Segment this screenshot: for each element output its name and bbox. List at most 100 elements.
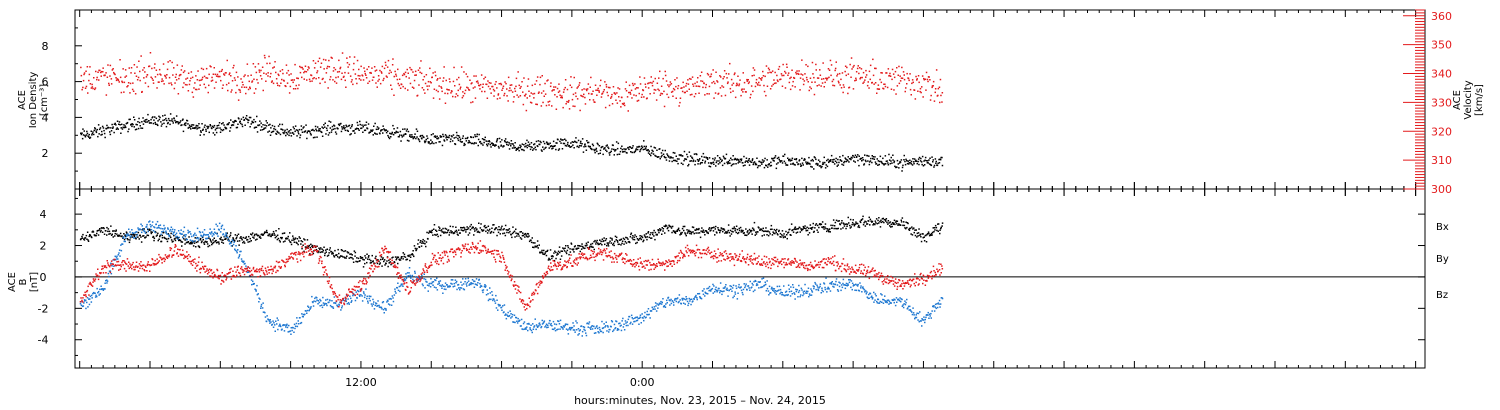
velocity-point [835, 61, 837, 63]
bx-point [611, 237, 613, 240]
velocity-point [304, 70, 306, 73]
bx-point [324, 252, 326, 255]
velocity-point [398, 78, 401, 80]
by-point [84, 300, 86, 302]
density-point [940, 156, 942, 159]
bx-point [773, 232, 775, 234]
bx-point [294, 237, 297, 239]
velocity-point [601, 92, 604, 95]
bx-point [717, 227, 719, 229]
bx-point [206, 243, 209, 245]
bx-point [799, 231, 801, 233]
bx-point [167, 237, 170, 240]
by-point [120, 244, 122, 246]
bx-point [592, 246, 594, 248]
density-point [652, 153, 655, 155]
density-point [142, 117, 144, 119]
bx-point [809, 224, 812, 226]
density-point [169, 113, 172, 115]
velocity-point [96, 76, 98, 79]
velocity-point [487, 80, 489, 82]
velocity-point [173, 87, 176, 90]
velocity-point [556, 87, 559, 90]
bx-point [378, 263, 381, 265]
by-point [267, 319, 270, 321]
bx-point [939, 232, 941, 235]
velocity-point [862, 71, 865, 74]
by-point [613, 323, 616, 326]
bx-point [121, 235, 123, 237]
bx-point [755, 233, 758, 235]
by-point [158, 224, 160, 227]
bx-point [465, 228, 468, 231]
velocity-point [528, 90, 530, 92]
bx-point [138, 238, 140, 240]
by-point [444, 282, 447, 284]
bx-point [696, 228, 699, 231]
by-point [533, 325, 536, 327]
density-point [399, 130, 402, 133]
density-point [916, 162, 918, 165]
velocity-point [317, 60, 319, 63]
bx-point [265, 231, 267, 233]
by-point [165, 230, 167, 232]
velocity-point [290, 73, 292, 75]
bx-point [743, 232, 745, 234]
velocity-point [459, 86, 462, 88]
density-point [131, 123, 133, 125]
bx-point [464, 229, 466, 231]
density-point [245, 117, 247, 119]
velocity-point [84, 87, 87, 89]
density-point [783, 160, 786, 163]
velocity-point [113, 71, 115, 74]
velocity-point [257, 63, 260, 65]
by-point [607, 326, 609, 328]
bx-point [245, 236, 248, 238]
bx-point [595, 243, 597, 245]
velocity-point [907, 77, 910, 80]
density-point [821, 165, 823, 168]
bx-point [727, 229, 729, 232]
density-point [253, 118, 255, 121]
by-point [296, 317, 298, 319]
density-point [602, 153, 604, 156]
velocity-point [633, 94, 635, 96]
density-point [904, 160, 906, 163]
by-point [522, 322, 525, 325]
velocity-point [940, 94, 942, 97]
bx-point [911, 234, 914, 236]
velocity-point [734, 72, 736, 74]
density-point [286, 128, 288, 131]
velocity-point [865, 74, 868, 76]
velocity-point [660, 85, 663, 87]
density-point [662, 153, 665, 155]
bx-point [350, 253, 352, 255]
velocity-point [208, 73, 210, 76]
velocity-point [930, 94, 932, 97]
bx-point [604, 243, 606, 246]
density-point [709, 165, 712, 168]
velocity-point [510, 84, 513, 86]
velocity-point [526, 85, 529, 87]
velocity-point [533, 92, 536, 95]
by-point [152, 230, 155, 232]
bx-point [433, 224, 436, 226]
bx-point [204, 240, 207, 243]
density-point [659, 148, 661, 150]
bx-point [536, 244, 539, 247]
velocity-point [408, 77, 410, 79]
bx-point [263, 232, 266, 235]
density-point [144, 119, 147, 121]
bx-point [882, 217, 884, 220]
velocity-point [248, 80, 250, 83]
density-point [933, 164, 936, 167]
density-point [582, 151, 585, 153]
density-point [476, 133, 478, 135]
density-point [128, 118, 130, 121]
bx-point [673, 230, 675, 232]
bx-point [902, 224, 904, 227]
bx-point [904, 227, 906, 229]
bx-point [448, 234, 450, 236]
bx-point [759, 229, 762, 231]
